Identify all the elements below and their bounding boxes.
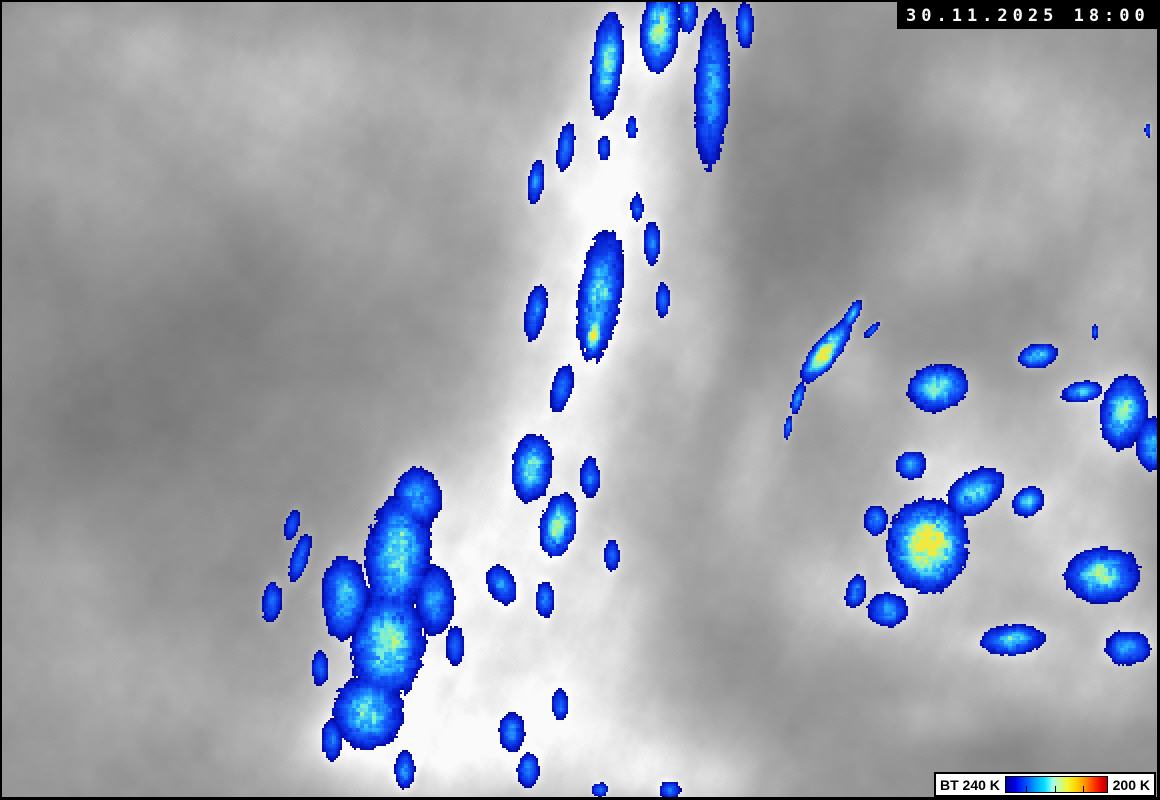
frame-border-left — [0, 0, 2, 800]
frame-border-top — [0, 0, 1160, 2]
legend-tick — [1026, 786, 1028, 792]
legend-label-min: BT 240 K — [940, 776, 1000, 793]
legend-tick — [1083, 786, 1085, 792]
frame-border-right — [1157, 0, 1160, 800]
colorbar-legend: BT 240 K 200 K — [934, 772, 1156, 797]
legend-tick — [1055, 786, 1057, 792]
legend-gradient-bar — [1004, 776, 1108, 793]
frame-border-bottom — [0, 797, 1160, 800]
timestamp-bar: 30.11.2025 18:00 — [897, 2, 1157, 29]
legend-label-max: 200 K — [1112, 776, 1150, 793]
timestamp-text: 30.11.2025 18:00 — [906, 6, 1150, 26]
